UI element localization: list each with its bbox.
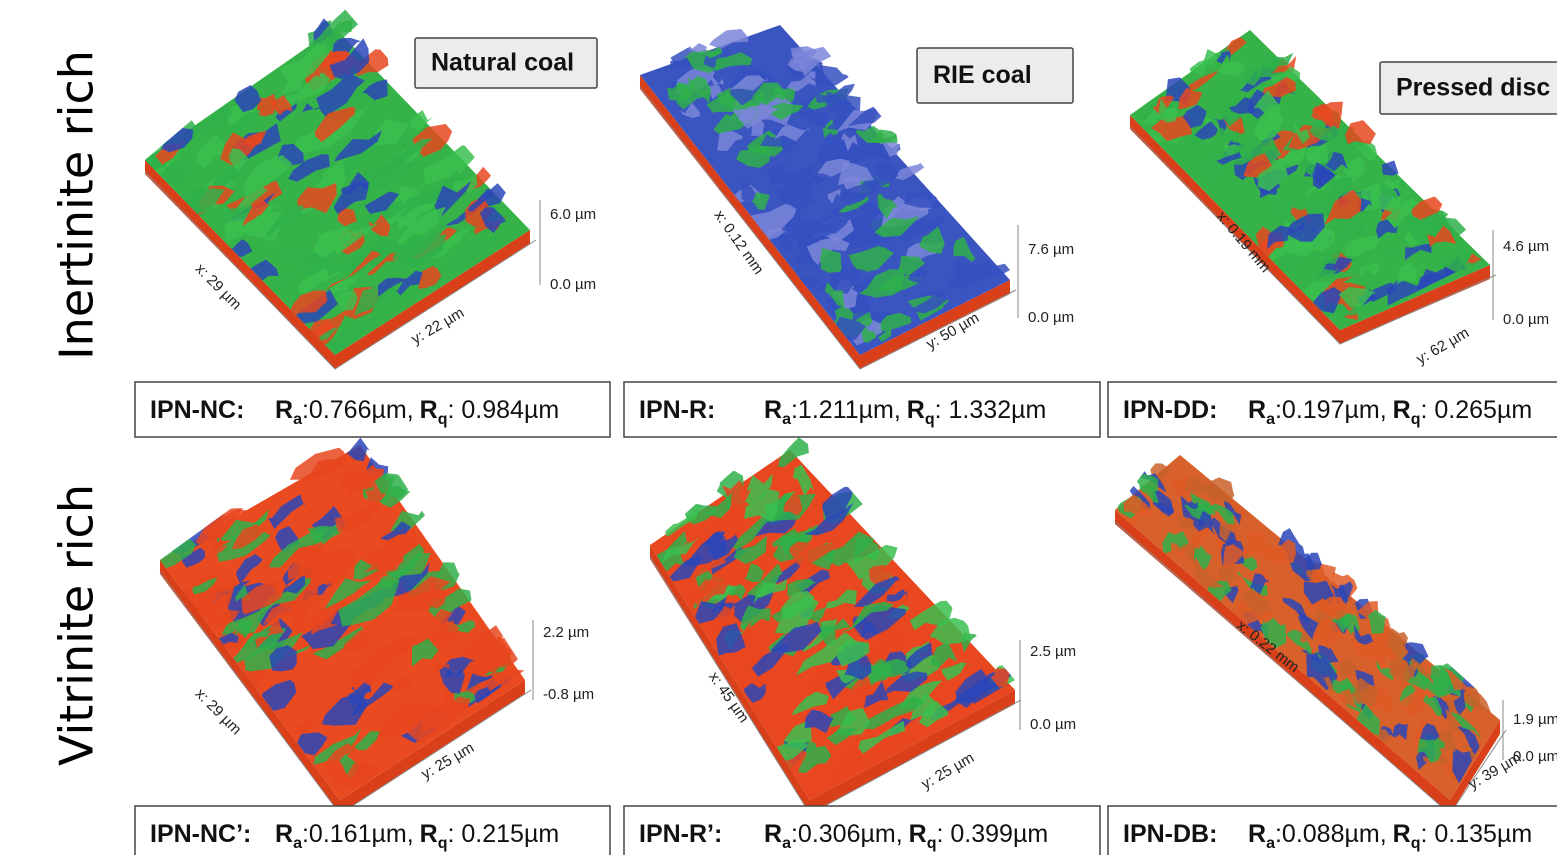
- tag-text: Pressed disc: [1396, 74, 1550, 102]
- ra-symbol: R: [764, 396, 782, 424]
- z-min-label: 0.0 µm: [1503, 311, 1549, 328]
- ra-symbol: R: [1248, 820, 1266, 848]
- rq-subscript: q: [1411, 411, 1421, 428]
- figure: Inertinite rich Vitrinite rich 6.0 µm 0.0 µ…: [0, 0, 1557, 855]
- z-max-label: 6.0 µm: [550, 206, 596, 223]
- sample-id: IPN-NC’:: [150, 820, 251, 848]
- rq-value: : 0.265µm: [1421, 396, 1533, 424]
- ra-subscript: a: [782, 835, 791, 852]
- ra-value: :0.088µm,: [1275, 820, 1387, 848]
- rq-symbol: R: [420, 396, 438, 424]
- caption: IPN-R:Ra:1.211µm,Rq: 1.332µm: [639, 396, 1046, 428]
- caption: IPN-DB:Ra:0.088µm,Rq: 0.135µm: [1123, 820, 1532, 852]
- caption: IPN-NC:Ra:0.766µm,Rq: 0.984µm: [150, 396, 559, 428]
- rq-value: : 1.332µm: [935, 396, 1047, 424]
- z-max-label: 1.9 µm: [1513, 711, 1557, 728]
- rq-symbol: R: [420, 820, 438, 848]
- sample-id: IPN-DD:: [1123, 396, 1217, 424]
- rq-subscript: q: [1411, 835, 1421, 852]
- rq-symbol: R: [1393, 820, 1411, 848]
- rq-symbol: R: [907, 396, 925, 424]
- rq-value: : 0.984µm: [448, 396, 560, 424]
- row-label: Vitrinite rich: [50, 484, 104, 766]
- rq-symbol: R: [1393, 396, 1411, 424]
- ra-value: :0.766µm,: [302, 396, 414, 424]
- z-max-label: 2.5 µm: [1030, 643, 1076, 660]
- z-min-label: 0.0 µm: [550, 276, 596, 293]
- row-label: Inertinite rich: [50, 50, 104, 360]
- ra-value: :0.306µm,: [791, 820, 903, 848]
- caption: IPN-NC’:Ra:0.161µm,Rq: 0.215µm: [150, 820, 559, 852]
- ra-value: :0.161µm,: [302, 820, 414, 848]
- ra-symbol: R: [1248, 396, 1266, 424]
- ra-value: :1.211µm,: [791, 396, 901, 424]
- sample-id: IPN-R:: [639, 396, 715, 424]
- ra-symbol: R: [275, 396, 293, 424]
- ra-symbol: R: [764, 820, 782, 848]
- sample-id: IPN-NC:: [150, 396, 244, 424]
- z-max-label: 2.2 µm: [543, 624, 589, 641]
- z-max-label: 4.6 µm: [1503, 238, 1549, 255]
- z-min-label: 0.0 µm: [1030, 716, 1076, 733]
- ra-value: :0.197µm,: [1275, 396, 1387, 424]
- tag-text: RIE coal: [933, 61, 1032, 89]
- caption: IPN-DD:Ra:0.197µm,Rq: 0.265µm: [1123, 396, 1532, 428]
- ra-subscript: a: [1266, 835, 1275, 852]
- sample-id: IPN-DB:: [1123, 820, 1217, 848]
- rq-subscript: q: [438, 411, 448, 428]
- rq-symbol: R: [909, 820, 927, 848]
- ra-subscript: a: [782, 411, 791, 428]
- ra-subscript: a: [1266, 411, 1275, 428]
- caption: IPN-R’:Ra:0.306µm,Rq: 0.399µm: [639, 820, 1048, 852]
- ra-subscript: a: [293, 835, 302, 852]
- rq-value: : 0.135µm: [1421, 820, 1533, 848]
- z-min-label: -0.8 µm: [543, 686, 594, 703]
- z-min-label: 0.0 µm: [1028, 309, 1074, 326]
- rq-subscript: q: [927, 835, 937, 852]
- z-max-label: 7.6 µm: [1028, 241, 1074, 258]
- rq-value: : 0.215µm: [448, 820, 560, 848]
- sample-id: IPN-R’:: [639, 820, 722, 848]
- ra-symbol: R: [275, 820, 293, 848]
- tag-text: Natural coal: [431, 49, 574, 77]
- rq-value: : 0.399µm: [937, 820, 1049, 848]
- rq-subscript: q: [925, 411, 935, 428]
- ra-subscript: a: [293, 411, 302, 428]
- rq-subscript: q: [438, 835, 448, 852]
